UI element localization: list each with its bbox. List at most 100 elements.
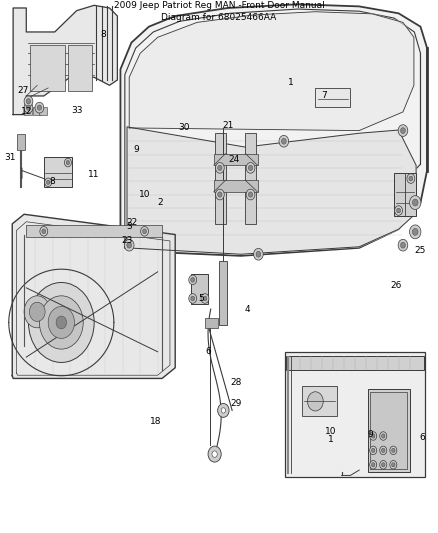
Circle shape: [381, 434, 385, 438]
Text: 21: 21: [222, 121, 233, 130]
FancyBboxPatch shape: [219, 261, 227, 325]
FancyBboxPatch shape: [215, 133, 226, 224]
FancyBboxPatch shape: [39, 107, 47, 115]
Circle shape: [26, 105, 31, 110]
Circle shape: [390, 446, 397, 455]
FancyBboxPatch shape: [245, 133, 256, 224]
Circle shape: [248, 192, 253, 197]
Circle shape: [215, 189, 224, 200]
Circle shape: [248, 165, 253, 171]
Polygon shape: [13, 5, 117, 115]
Text: 26: 26: [391, 281, 402, 289]
Text: 6: 6: [205, 348, 211, 356]
Circle shape: [191, 296, 195, 301]
Circle shape: [307, 392, 323, 411]
Circle shape: [380, 432, 387, 440]
FancyBboxPatch shape: [394, 173, 416, 216]
Circle shape: [56, 316, 67, 329]
Circle shape: [371, 448, 375, 453]
Circle shape: [28, 282, 94, 362]
Circle shape: [35, 102, 44, 113]
Text: 27: 27: [17, 86, 28, 95]
FancyBboxPatch shape: [205, 318, 218, 328]
Circle shape: [370, 432, 377, 440]
Text: 7: 7: [321, 92, 327, 100]
Circle shape: [398, 125, 408, 136]
Text: 31: 31: [4, 153, 15, 161]
Circle shape: [124, 239, 134, 251]
Text: 2009 Jeep Patriot Reg MAN.-Front Door Manual: 2009 Jeep Patriot Reg MAN.-Front Door Ma…: [113, 1, 325, 10]
Text: 1: 1: [288, 78, 294, 87]
Circle shape: [407, 174, 415, 183]
Circle shape: [256, 251, 261, 257]
Circle shape: [24, 296, 50, 328]
Text: 3: 3: [126, 222, 132, 231]
Circle shape: [254, 248, 263, 260]
Circle shape: [203, 296, 207, 301]
Text: 11: 11: [88, 171, 100, 179]
Text: 10: 10: [325, 427, 336, 436]
Polygon shape: [120, 4, 427, 256]
Circle shape: [201, 294, 209, 303]
Circle shape: [39, 296, 83, 349]
Text: Diagram for 68025466AA: Diagram for 68025466AA: [161, 13, 277, 22]
Circle shape: [48, 306, 74, 338]
Circle shape: [371, 463, 375, 467]
Text: 5: 5: [198, 294, 205, 303]
Text: 24: 24: [229, 156, 240, 164]
Text: 9: 9: [367, 430, 373, 439]
Circle shape: [413, 199, 418, 206]
FancyBboxPatch shape: [214, 180, 258, 192]
FancyBboxPatch shape: [285, 352, 425, 477]
Circle shape: [218, 403, 229, 417]
Circle shape: [409, 176, 413, 181]
Circle shape: [45, 178, 52, 187]
Text: 8: 8: [100, 30, 106, 39]
Circle shape: [40, 227, 48, 236]
Text: 4: 4: [245, 305, 250, 313]
Polygon shape: [129, 12, 414, 131]
FancyBboxPatch shape: [368, 389, 410, 472]
Circle shape: [381, 448, 385, 453]
Text: 23: 23: [121, 237, 133, 245]
Circle shape: [370, 446, 377, 455]
Circle shape: [218, 192, 222, 197]
Circle shape: [221, 408, 226, 413]
Circle shape: [208, 446, 221, 462]
Text: 28: 28: [231, 378, 242, 387]
Circle shape: [46, 180, 50, 184]
Circle shape: [26, 99, 31, 104]
Circle shape: [24, 96, 33, 107]
FancyBboxPatch shape: [30, 45, 65, 91]
Circle shape: [64, 158, 71, 167]
Circle shape: [127, 242, 131, 248]
Circle shape: [66, 160, 70, 165]
Circle shape: [24, 102, 33, 113]
Text: 10: 10: [139, 190, 150, 199]
Polygon shape: [127, 127, 416, 254]
Circle shape: [279, 135, 289, 147]
Polygon shape: [12, 214, 175, 378]
Circle shape: [42, 229, 46, 233]
Text: 18: 18: [150, 417, 161, 425]
Circle shape: [143, 229, 146, 233]
FancyBboxPatch shape: [370, 392, 407, 469]
FancyBboxPatch shape: [191, 274, 208, 304]
Circle shape: [29, 302, 45, 321]
Circle shape: [395, 206, 403, 215]
Circle shape: [397, 208, 401, 213]
FancyBboxPatch shape: [26, 225, 162, 237]
FancyBboxPatch shape: [33, 107, 41, 115]
Text: 33: 33: [71, 106, 82, 115]
Circle shape: [392, 463, 395, 467]
Circle shape: [371, 434, 375, 438]
Text: 8: 8: [49, 177, 56, 185]
Circle shape: [191, 277, 195, 282]
Circle shape: [390, 461, 397, 469]
Circle shape: [189, 275, 197, 285]
FancyBboxPatch shape: [286, 356, 424, 370]
Text: 30: 30: [178, 124, 190, 132]
Circle shape: [281, 138, 286, 144]
FancyBboxPatch shape: [214, 154, 258, 165]
Circle shape: [37, 105, 42, 110]
